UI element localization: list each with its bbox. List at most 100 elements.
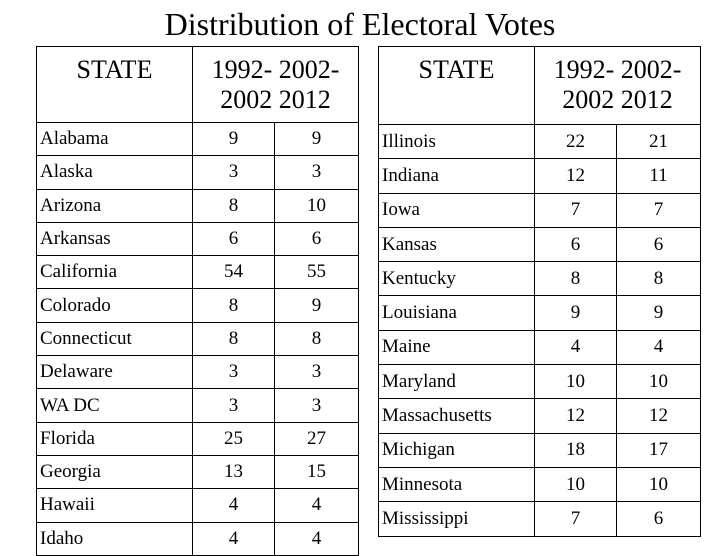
state-cell: Minnesota — [378, 466, 535, 503]
table-row: WA DC 3 3 — [36, 388, 359, 423]
votes-2002-2012-cell: 12 — [616, 398, 701, 434]
votes-2002-2012-cell: 21 — [616, 123, 701, 160]
state-cell: Iowa — [378, 192, 535, 228]
votes-1992-2002-cell: 3 — [192, 388, 275, 423]
table-row: Idaho 4 4 — [36, 521, 359, 556]
state-cell: WA DC — [36, 388, 193, 423]
period-column-header: 1992- 2002- 2002 2012 — [534, 46, 701, 125]
votes-1992-2002-cell: 13 — [192, 454, 275, 490]
table-row: Kentucky 8 8 — [378, 261, 701, 297]
state-cell: California — [36, 255, 193, 290]
table-row: Minnesota 10 10 — [378, 466, 701, 503]
votes-2002-2012-cell: 10 — [616, 364, 701, 400]
votes-1992-2002-cell: 25 — [192, 421, 275, 456]
electoral-votes-table-left: STATE 1992- 2002- 2002 2012 Alabama 9 9 Ala… — [36, 46, 359, 556]
votes-1992-2002-cell: 10 — [534, 364, 617, 400]
votes-1992-2002-cell: 4 — [534, 329, 617, 366]
votes-1992-2002-cell: 4 — [192, 521, 275, 556]
votes-2002-2012-cell: 27 — [274, 421, 359, 456]
period-header-top: 1992- 2002- — [194, 55, 358, 85]
table-row: Michigan 18 17 — [378, 432, 701, 468]
votes-2002-2012-cell: 9 — [274, 121, 359, 157]
table-row: Maine 4 4 — [378, 329, 701, 366]
votes-1992-2002-cell: 6 — [534, 226, 617, 263]
state-cell: Alaska — [36, 155, 193, 190]
period2-header-bottom: 2012 — [278, 85, 331, 114]
table-row: Kansas 6 6 — [378, 226, 701, 263]
votes-2002-2012-cell: 17 — [616, 432, 701, 468]
votes-1992-2002-cell: 6 — [192, 221, 275, 257]
votes-2002-2012-cell: 3 — [274, 388, 359, 423]
votes-1992-2002-cell: 8 — [192, 188, 275, 223]
period1-header-bottom: 2002 — [562, 85, 615, 114]
period1-header-top: 1992- — [553, 55, 615, 84]
votes-2002-2012-cell: 6 — [616, 501, 701, 537]
votes-1992-2002-cell: 10 — [534, 466, 617, 503]
table-header-row: STATE 1992- 2002- 2002 2012 — [378, 46, 701, 125]
period-column-header: 1992- 2002- 2002 2012 — [192, 46, 359, 123]
votes-2002-2012-cell: 7 — [616, 192, 701, 228]
votes-2002-2012-cell: 8 — [616, 261, 701, 297]
period-header-top: 1992- 2002- — [536, 55, 700, 85]
period2-header-bottom: 2012 — [620, 85, 673, 114]
votes-1992-2002-cell: 3 — [192, 155, 275, 190]
state-cell: Florida — [36, 421, 193, 456]
table-row: Maryland 10 10 — [378, 364, 701, 400]
table-row: Arizona 8 10 — [36, 188, 359, 223]
table-row: California 54 55 — [36, 255, 359, 290]
state-column-header: STATE — [36, 46, 193, 123]
table-row: Indiana 12 11 — [378, 158, 701, 194]
votes-2002-2012-cell: 9 — [616, 295, 701, 331]
votes-1992-2002-cell: 12 — [534, 158, 617, 194]
votes-1992-2002-cell: 9 — [534, 295, 617, 331]
votes-1992-2002-cell: 9 — [192, 121, 275, 157]
period2-header-top: 2002- — [620, 55, 682, 84]
votes-1992-2002-cell: 12 — [534, 398, 617, 434]
votes-1992-2002-cell: 8 — [192, 321, 275, 357]
votes-1992-2002-cell: 7 — [534, 192, 617, 228]
state-cell: Louisiana — [378, 295, 535, 331]
table-header-row: STATE 1992- 2002- 2002 2012 — [36, 46, 359, 123]
state-cell: Connecticut — [36, 321, 193, 357]
table-row: Louisiana 9 9 — [378, 295, 701, 331]
state-cell: Arkansas — [36, 221, 193, 257]
state-cell: Illinois — [378, 123, 535, 160]
table-row: Hawaii 4 4 — [36, 488, 359, 523]
period-header-bottom: 2002 2012 — [536, 85, 700, 115]
table-row: Georgia 13 15 — [36, 454, 359, 490]
votes-1992-2002-cell: 54 — [192, 255, 275, 290]
table-row: Florida 25 27 — [36, 421, 359, 456]
period1-header-top: 1992- — [211, 55, 273, 84]
state-cell: Kansas — [378, 226, 535, 263]
votes-2002-2012-cell: 3 — [274, 355, 359, 390]
state-cell: Mississippi — [378, 501, 535, 537]
votes-2002-2012-cell: 10 — [274, 188, 359, 223]
table-row: Alaska 3 3 — [36, 155, 359, 190]
votes-1992-2002-cell: 3 — [192, 355, 275, 390]
table-row: Massachusetts 12 12 — [378, 398, 701, 434]
votes-2002-2012-cell: 4 — [274, 488, 359, 523]
state-cell: Georgia — [36, 454, 193, 490]
votes-2002-2012-cell: 4 — [274, 521, 359, 556]
state-cell: Arizona — [36, 188, 193, 223]
state-cell: Massachusetts — [378, 398, 535, 434]
state-cell: Idaho — [36, 521, 193, 556]
page-title: Distribution of Electoral Votes — [164, 6, 556, 42]
period1-header-bottom: 2002 — [220, 85, 273, 114]
table-row: Mississippi 7 6 — [378, 501, 701, 537]
table-row: Illinois 22 21 — [378, 123, 701, 160]
votes-2002-2012-cell: 10 — [616, 466, 701, 503]
votes-2002-2012-cell: 9 — [274, 288, 359, 323]
votes-1992-2002-cell: 22 — [534, 123, 617, 160]
votes-2002-2012-cell: 15 — [274, 454, 359, 490]
votes-1992-2002-cell: 7 — [534, 501, 617, 537]
table-row: Connecticut 8 8 — [36, 321, 359, 357]
table-row: Colorado 8 9 — [36, 288, 359, 323]
period2-header-top: 2002- — [278, 55, 340, 84]
votes-2002-2012-cell: 11 — [616, 158, 701, 194]
state-cell: Maryland — [378, 364, 535, 400]
votes-1992-2002-cell: 18 — [534, 432, 617, 468]
state-cell: Michigan — [378, 432, 535, 468]
votes-2002-2012-cell: 8 — [274, 321, 359, 357]
votes-2002-2012-cell: 55 — [274, 255, 359, 290]
